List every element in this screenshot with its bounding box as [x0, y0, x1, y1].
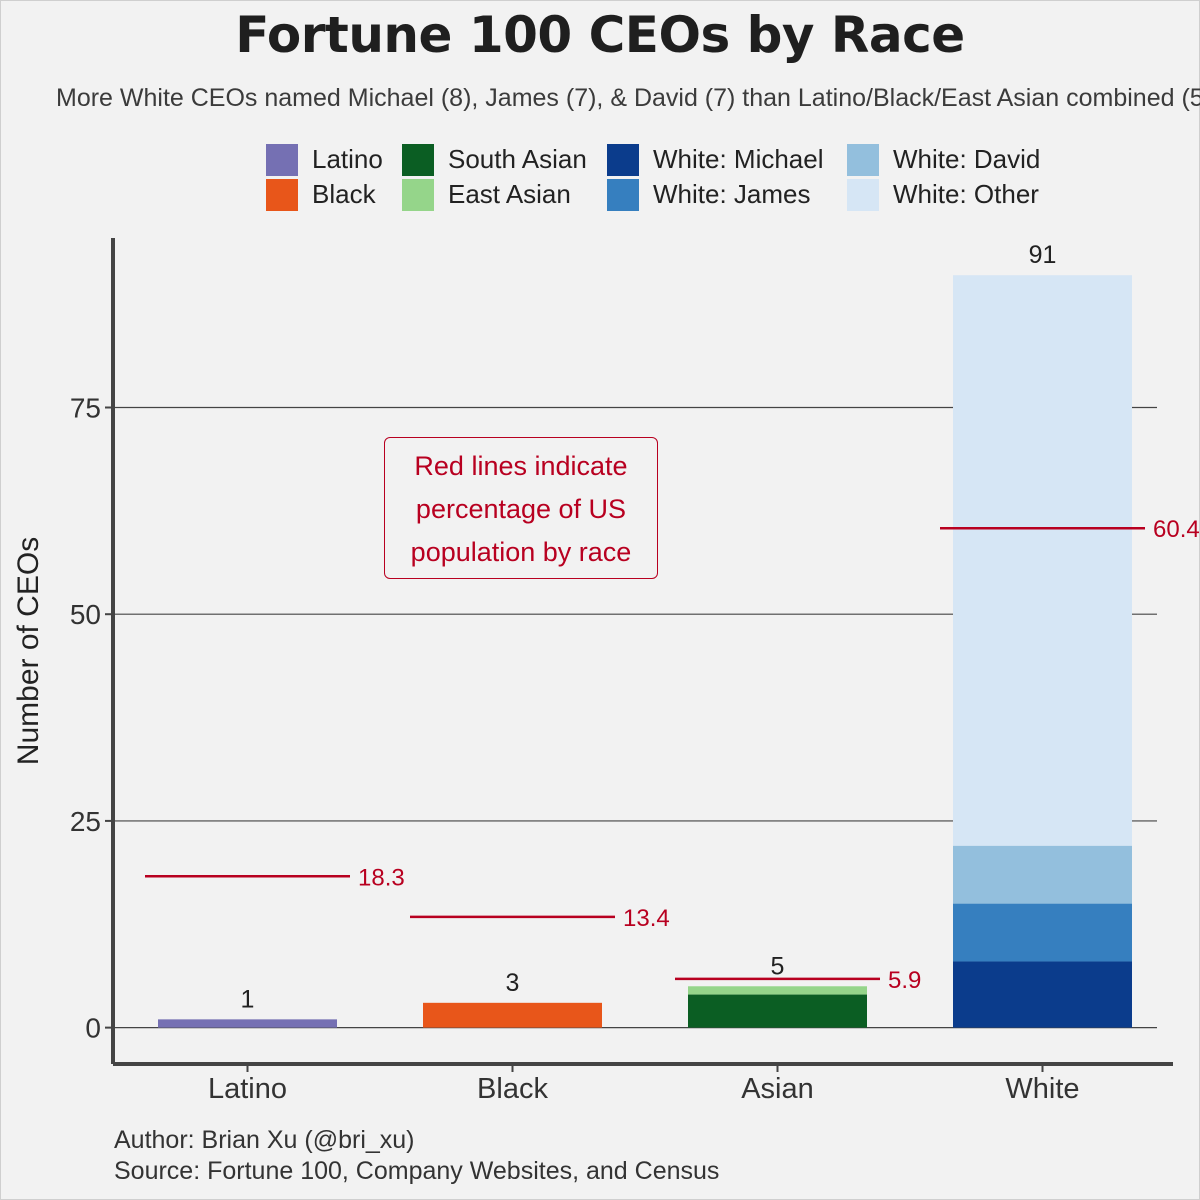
caption-source: Source: Fortune 100, Company Websites, a… — [114, 1157, 720, 1185]
x-tick-label: Asian — [741, 1073, 814, 1105]
x-tick-label: Black — [477, 1073, 548, 1105]
legend-item-south-asian: South Asian — [402, 142, 607, 177]
legend: Latino South Asian White: Michael White: Da… — [266, 142, 1057, 212]
population-label: 5.9 — [888, 967, 921, 994]
legend-swatch — [266, 178, 298, 211]
legend-item-latino: Latino — [266, 142, 402, 177]
bar-segment-white-michael — [953, 961, 1132, 1028]
caption: Author: Brian Xu (@bri_xu) Source: Fortu… — [114, 1125, 719, 1187]
annotation-line-1: Red lines indicate — [414, 450, 628, 481]
legend-swatch — [266, 143, 298, 176]
legend-item-white-other: White: Other — [847, 177, 1057, 212]
y-tick-label: 25 — [70, 806, 101, 837]
y-tick-label: 0 — [85, 1013, 101, 1044]
chart-title: Fortune 100 CEOs by Race — [235, 6, 965, 64]
bar-total-label: 3 — [506, 969, 520, 997]
legend-swatch — [847, 143, 879, 176]
bar-segment-south-asian — [688, 994, 867, 1028]
legend-label: White: Other — [893, 179, 1039, 209]
legend-swatch — [402, 178, 434, 211]
bar-segment-white-other — [953, 275, 1132, 846]
legend-label: White: James — [653, 179, 811, 209]
y-axis-title: Number of CEOs — [12, 537, 45, 765]
legend-swatch — [607, 178, 639, 211]
x-tick-label: Latino — [208, 1073, 287, 1105]
x-tick-label: White — [1005, 1073, 1079, 1105]
bar-segment-latino — [158, 1019, 337, 1028]
bar-segment-east-asian — [688, 986, 867, 995]
y-tick-label: 75 — [70, 392, 101, 423]
legend-item-black: Black — [266, 177, 402, 212]
legend-item-white-michael: White: Michael — [607, 142, 847, 177]
population-label: 18.3 — [358, 864, 405, 891]
bar-segment-white-james — [953, 903, 1132, 962]
bar-segment-white-david — [953, 845, 1132, 904]
legend-label: White: Michael — [653, 144, 824, 174]
legend-label: Black — [312, 179, 376, 209]
annotation-line-3: population by race — [410, 536, 632, 567]
legend-label: White: David — [893, 144, 1041, 174]
y-tick-label: 50 — [70, 599, 101, 630]
legend-swatch — [402, 143, 434, 176]
bar-total-label: 5 — [771, 952, 785, 980]
annotation-line-2: percentage of US — [415, 493, 627, 524]
bar-total-label: 91 — [1029, 241, 1057, 269]
legend-item-white-james: White: James — [607, 177, 847, 212]
annotation-box: Red lines indicate percentage of US popu… — [384, 437, 658, 579]
legend-item-east-asian: East Asian — [402, 177, 607, 212]
bar-total-label: 1 — [241, 985, 255, 1013]
chart-subtitle: More White CEOs named Michael (8), James… — [56, 84, 1200, 112]
legend-swatch — [607, 143, 639, 176]
legend-label: South Asian — [448, 144, 587, 174]
bar-segment-black — [423, 1002, 602, 1028]
legend-label: Latino — [312, 144, 383, 174]
population-label: 60.4 — [1153, 516, 1200, 543]
legend-item-white-david: White: David — [847, 142, 1057, 177]
legend-swatch — [847, 178, 879, 211]
legend-label: East Asian — [448, 179, 571, 209]
caption-author: Author: Brian Xu (@bri_xu) — [114, 1126, 415, 1154]
population-label: 13.4 — [623, 905, 670, 932]
